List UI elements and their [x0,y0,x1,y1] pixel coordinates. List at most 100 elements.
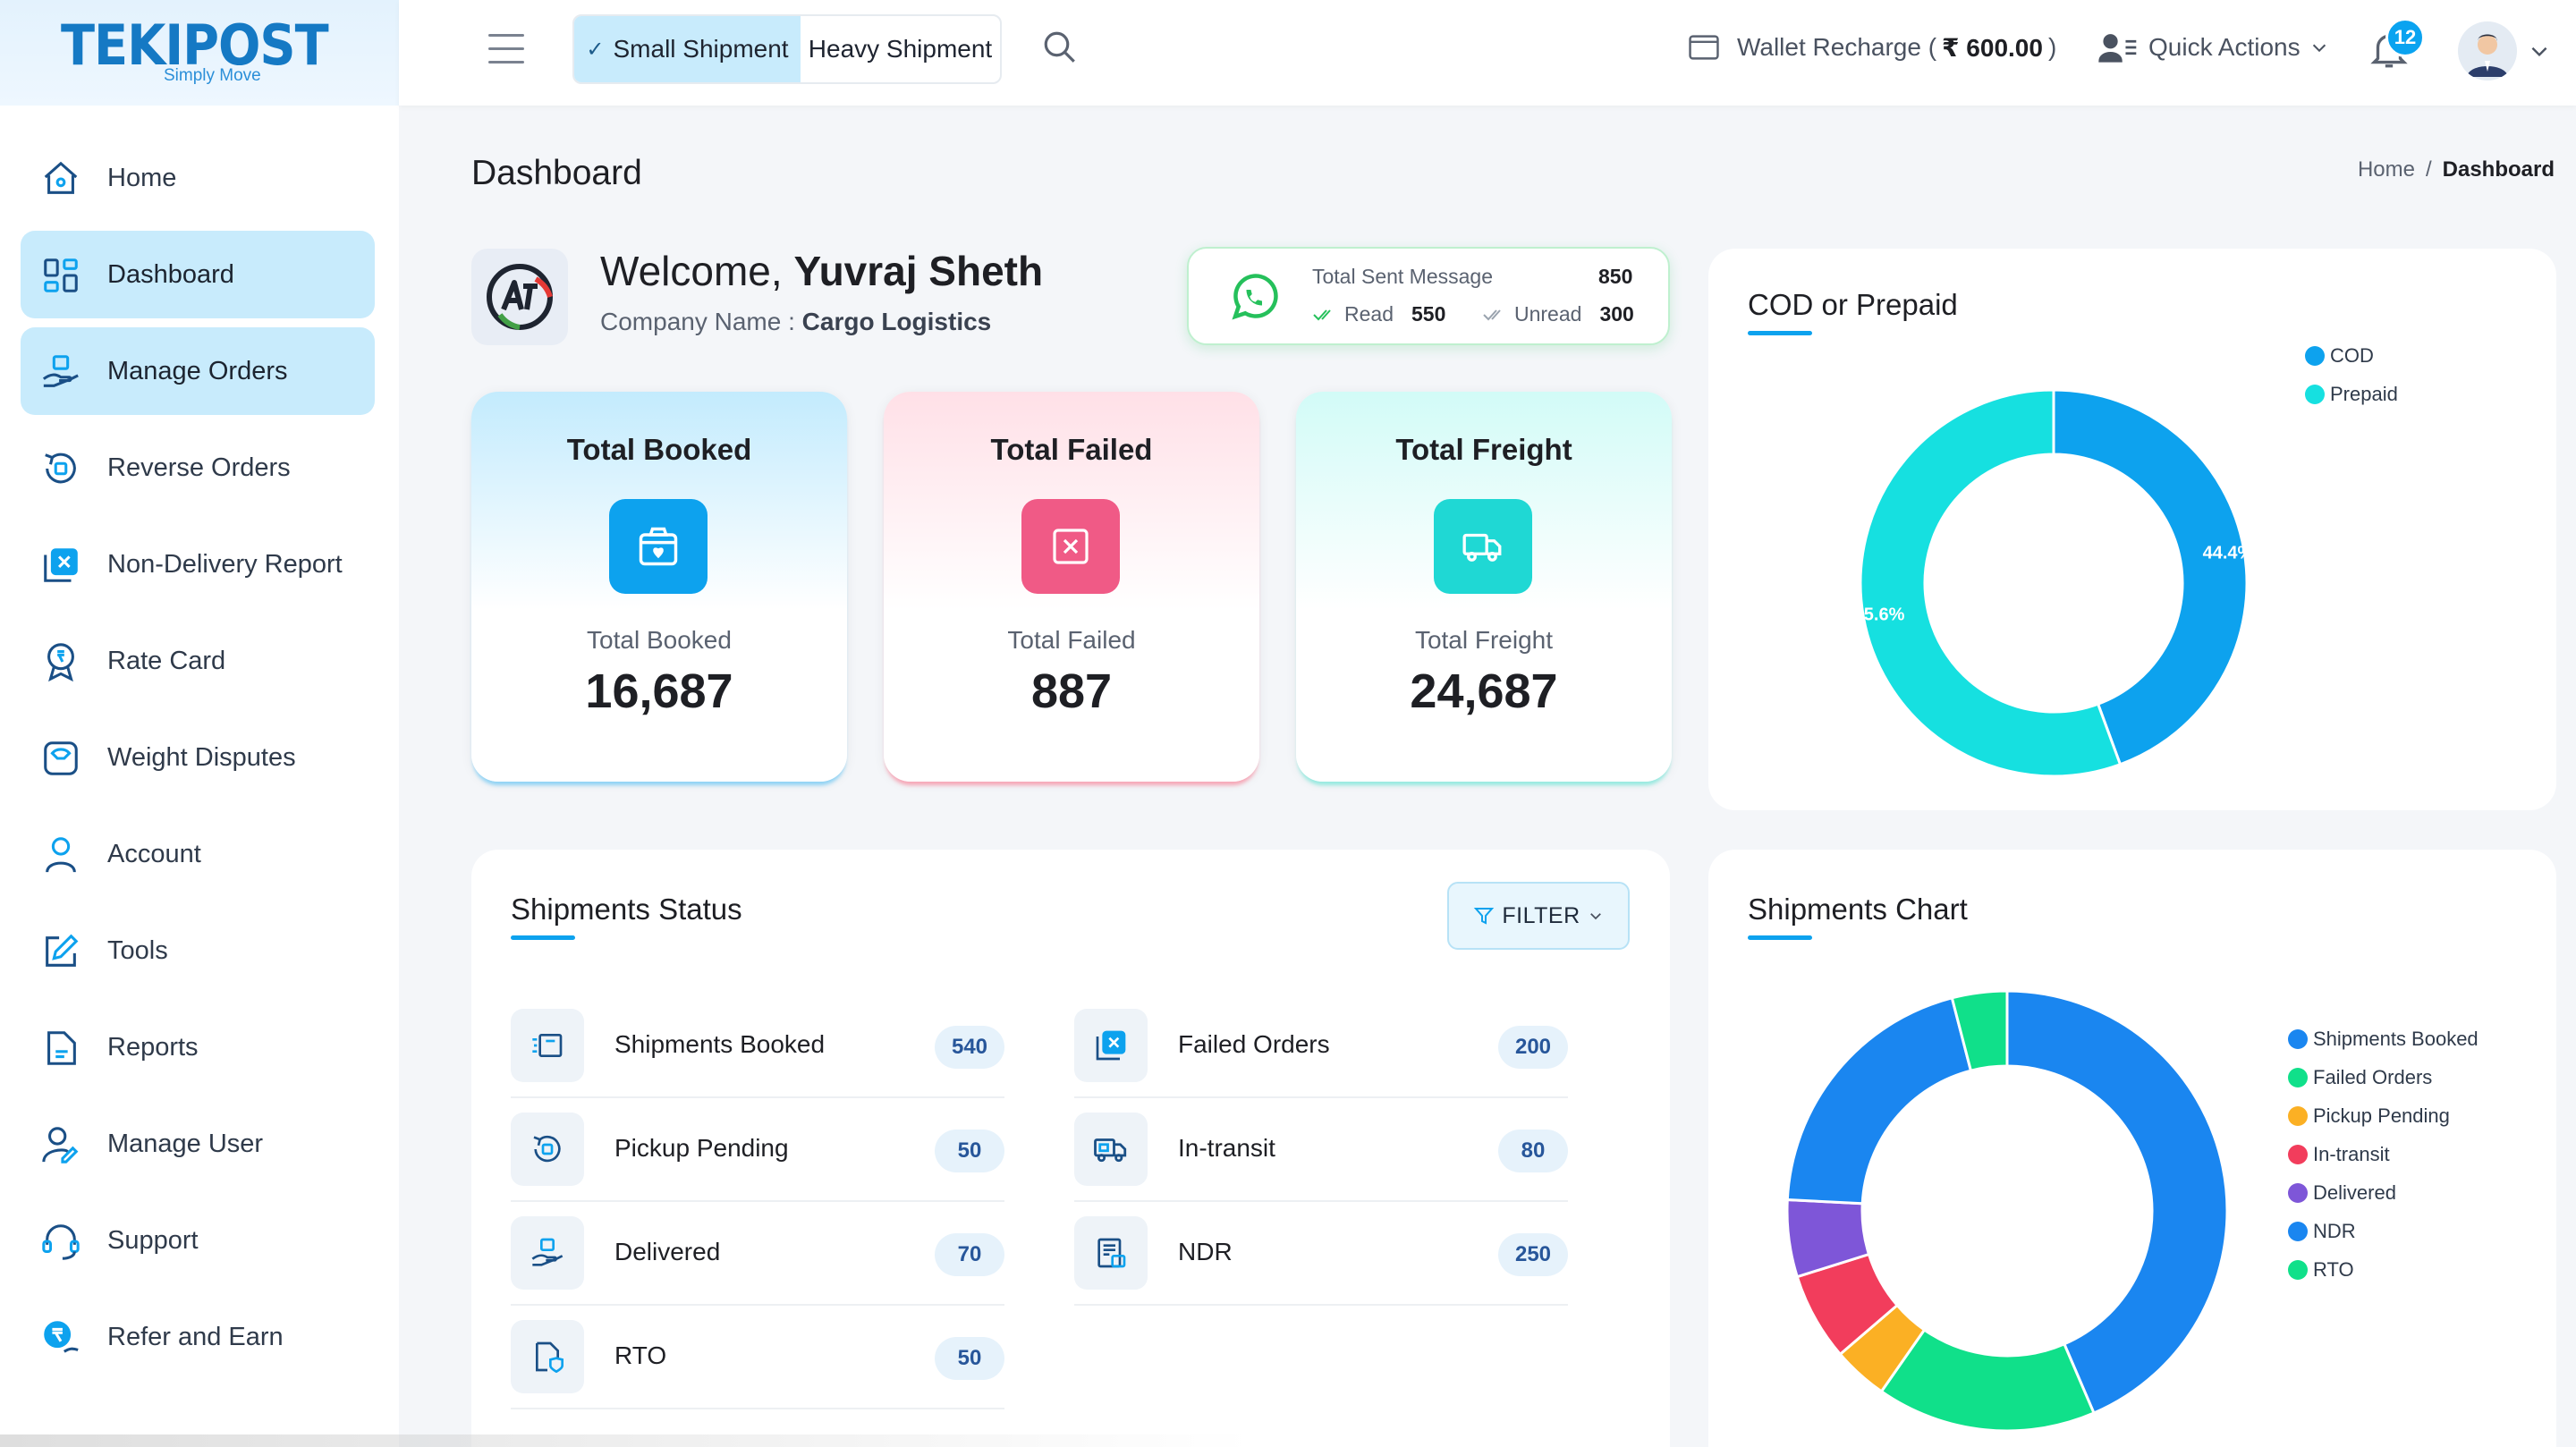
headset-icon [42,1224,80,1260]
status-label: RTO [614,1341,667,1369]
rate-card-icon [47,643,74,682]
legend-item[interactable]: In-transit [2288,1135,2479,1173]
sidebar-item-label: Rate Card [107,646,226,675]
sidebar-item-label: Non-Delivery Report [107,549,343,579]
total-failed-card[interactable]: Total Failed Total Failed 887 [884,392,1259,782]
legend-swatch [2305,345,2325,366]
document-icon [47,1031,76,1065]
sidebar-item-support[interactable]: Support [21,1197,375,1284]
sidebar-item-label: Reverse Orders [107,453,291,482]
delivered-icon [511,1216,584,1290]
page-title: Dashboard [471,154,642,192]
double-check-icon [1313,309,1331,320]
truck-icon [1434,499,1532,594]
legend-swatch [2288,1259,2308,1280]
avatar[interactable] [2458,21,2517,80]
sidebar-item-label: Home [107,163,177,192]
legend-item[interactable]: COD [2305,336,2398,375]
sidebar-item-reports[interactable]: Reports [21,1003,375,1091]
total-sent-label: Total Sent Message [1312,265,1494,288]
legend-item[interactable]: Failed Orders [2288,1058,2479,1096]
legend-label: Failed Orders [2313,1065,2433,1088]
cod-slice-cod[interactable] [2052,388,2249,766]
shipments-slice-rto[interactable] [1950,989,2009,1072]
status-row-ndr[interactable]: NDR 250 [1074,1202,1568,1306]
breadcrumb-home[interactable]: Home [2357,157,2415,182]
legend-item[interactable]: RTO [2288,1250,2479,1289]
dashboard-icon [44,258,78,292]
shipments-legend: Shipments Booked Failed Orders Pickup Pend… [2288,1020,2479,1289]
legend-swatch [2305,384,2325,404]
wallet-recharge-button[interactable]: Wallet Recharge ( ₹ 600.00 ) [1687,25,2056,70]
sidebar-item-manage-user[interactable]: Manage User [21,1100,375,1188]
title-underline [511,935,575,940]
sidebar-item-home[interactable]: Home [21,134,375,222]
legend-swatch [2288,1221,2308,1241]
legend-item[interactable]: Pickup Pending [2288,1096,2479,1135]
read-count: Read 550 [1312,302,1445,326]
sidebar-item-non-delivery-report[interactable]: Non-Delivery Report [21,520,375,608]
legend-item[interactable]: Shipments Booked [2288,1020,2479,1058]
shipments-status-panel: Shipments Status FILTER Shipments Booked… [471,850,1670,1447]
company-info: Company Name : Cargo Logistics [600,308,991,336]
brand-logo[interactable]: TEKIPOST [61,13,329,78]
sidebar-item-refer-and-earn[interactable]: Refer and Earn [21,1293,375,1381]
legend-item[interactable]: Delivered [2288,1173,2479,1212]
total-freight-card[interactable]: Total Freight Total Freight 24,687 [1296,392,1672,782]
sidebar-item-manage-orders[interactable]: Manage Orders [21,327,375,415]
sidebar-item-weight-disputes[interactable]: Weight Disputes [21,714,375,801]
double-check-icon [1483,309,1501,320]
quick-actions-menu[interactable]: Quick Actions [2098,25,2329,70]
rto-icon [511,1320,584,1393]
refer-icon [44,1321,79,1353]
menu-toggle-icon[interactable] [488,34,524,64]
status-row-failed-orders[interactable]: Failed Orders 200 [1074,994,1568,1098]
cod-slice-prepaid[interactable] [1859,388,2123,778]
orders-icon [42,355,79,387]
status-row-pickup-pending[interactable]: Pickup Pending 50 [511,1098,1004,1202]
search-icon[interactable] [1041,29,1079,66]
sidebar-item-rate-card[interactable]: Rate Card [21,617,375,705]
total-booked-card[interactable]: Total Booked Total Booked 16,687 [471,392,847,782]
heavy-shipment-tab[interactable]: Heavy Shipment [801,16,1000,82]
status-row-rto[interactable]: RTO 50 [511,1306,1004,1409]
chevron-down-icon[interactable] [2528,39,2551,63]
sidebar-item-label: Support [107,1225,199,1255]
legend-item[interactable]: NDR [2288,1212,2479,1250]
read-value: 550 [1411,302,1446,326]
sidebar-item-tools[interactable]: Tools [21,907,375,994]
chevron-down-icon [1589,913,1601,920]
status-label: Shipments Booked [614,1030,826,1058]
title-underline [1748,331,1812,335]
notification-badge: 12 [2385,18,2425,57]
sidebar-item-account[interactable]: Account [21,810,375,898]
sidebar-item-label: Refer and Earn [107,1322,284,1351]
sidebar-item-reverse-orders[interactable]: Reverse Orders [21,424,375,512]
edit-icon [46,934,79,967]
sidebar-item-label: Manage Orders [107,356,288,385]
stat-subtitle: Total Freight [1414,626,1554,654]
legend-label: Prepaid [2330,382,2398,405]
status-row-delivered[interactable]: Delivered 70 [511,1202,1004,1306]
booked-icon [511,1009,584,1082]
legend-label: Shipments Booked [2313,1027,2479,1050]
chevron-down-icon [2312,44,2326,53]
ndr-list-icon [1074,1216,1148,1290]
sidebar-item-label: Tools [107,935,168,965]
status-panel-title: Shipments Status [511,893,742,926]
sidebar-item-label: Manage User [107,1129,264,1158]
shipments-slice-shipments-booked[interactable] [2005,989,2229,1416]
legend-swatch [2288,1144,2308,1164]
small-shipment-tab[interactable]: ✓ Small Shipment [574,16,801,82]
whatsapp-message-card[interactable]: Total Sent Message 850 Read 550 Unread 3… [1187,247,1670,345]
legend-swatch [2288,1105,2308,1126]
filter-button[interactable]: FILTER [1447,882,1630,950]
legend-item[interactable]: Prepaid [2305,375,2398,413]
status-row-in-transit[interactable]: In-transit 80 [1074,1098,1568,1202]
status-label: In-transit [1178,1134,1275,1162]
sidebar-item-dashboard[interactable]: Dashboard [21,231,375,318]
shipments-slice-ndr[interactable] [1785,996,1973,1206]
status-row-shipments-booked[interactable]: Shipments Booked 540 [511,994,1004,1098]
legend-swatch [2288,1182,2308,1203]
stat-title: Total Booked [566,433,752,466]
